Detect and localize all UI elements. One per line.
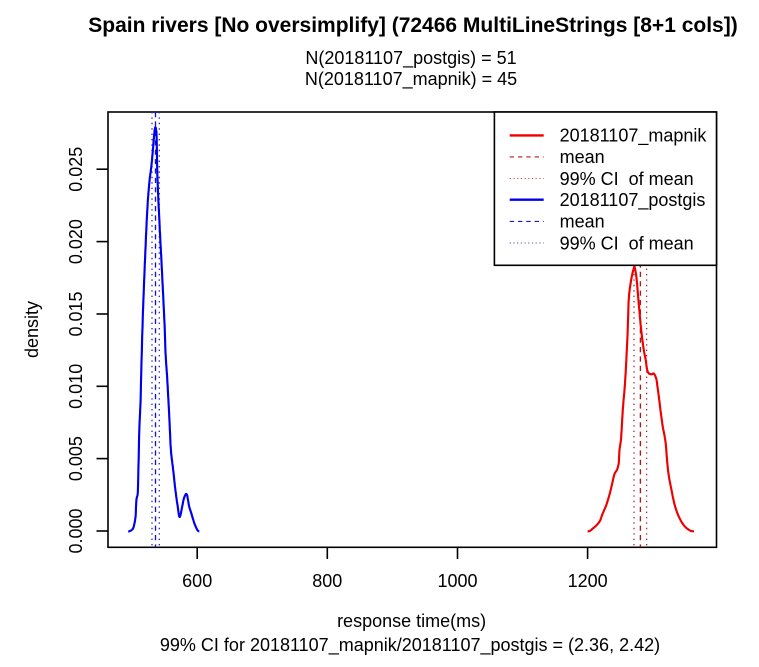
svg-text:99% CI for 20181107_mapnik/201: 99% CI for 20181107_mapnik/20181107_post… (160, 635, 660, 656)
svg-text:0.010: 0.010 (66, 364, 86, 409)
svg-text:N(20181107_postgis) = 51: N(20181107_postgis) = 51 (305, 48, 516, 69)
svg-text:1200: 1200 (568, 571, 608, 591)
svg-text:0.025: 0.025 (66, 147, 86, 192)
svg-text:0.015: 0.015 (66, 291, 86, 336)
svg-text:0.020: 0.020 (66, 219, 86, 264)
svg-text:600: 600 (182, 571, 212, 591)
svg-text:800: 800 (312, 571, 342, 591)
svg-text:Spain rivers [No oversimplify]: Spain rivers [No oversimplify] (72466 Mu… (88, 14, 737, 37)
svg-text:1000: 1000 (437, 571, 477, 591)
svg-text:mean: mean (560, 147, 605, 167)
svg-text:0.005: 0.005 (66, 436, 86, 481)
svg-text:0.000: 0.000 (66, 508, 86, 553)
svg-text:20181107_mapnik: 20181107_mapnik (560, 126, 708, 147)
svg-text:density: density (22, 301, 42, 358)
svg-text:response time(ms): response time(ms) (337, 611, 486, 631)
svg-text:mean: mean (560, 212, 605, 232)
svg-text:N(20181107_mapnik) = 45: N(20181107_mapnik) = 45 (305, 69, 517, 90)
svg-text:99% CI of mean: 99% CI of mean (560, 233, 694, 253)
svg-text:20181107_postgis: 20181107_postgis (560, 190, 706, 211)
svg-text:99% CI of mean: 99% CI of mean (560, 169, 694, 189)
